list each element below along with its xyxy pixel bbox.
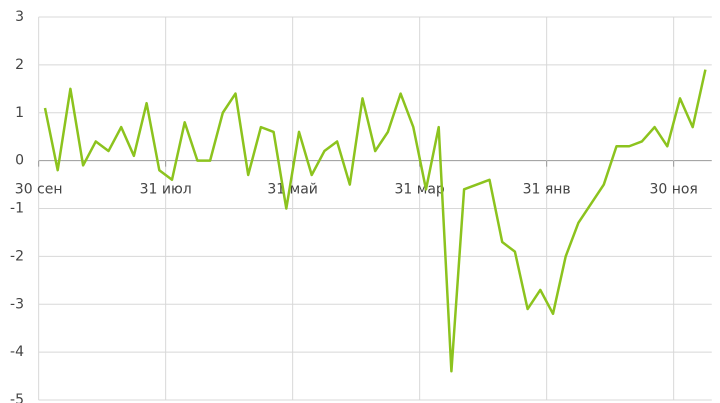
- x-tick-label: 31 янв: [523, 182, 571, 198]
- y-tick-label: 0: [15, 153, 24, 169]
- y-tick-label: -5: [10, 392, 24, 403]
- x-tick-label: 31 мар: [395, 182, 445, 198]
- y-tick-label: -2: [10, 248, 24, 264]
- y-tick-label: 3: [15, 9, 24, 25]
- y-tick-label: -4: [10, 344, 24, 360]
- x-tick-label: 31 май: [267, 182, 318, 198]
- x-tick-label: 30 сен: [15, 182, 63, 198]
- data-line: [43, 69, 707, 373]
- y-tick-label: -3: [10, 296, 24, 312]
- x-tick-label: 30 ноя: [649, 182, 697, 198]
- x-tick-label: 31 июл: [140, 182, 192, 198]
- y-tick-label: -1: [10, 201, 24, 217]
- y-tick-label: 2: [15, 57, 24, 73]
- y-tick-label: 1: [15, 105, 24, 121]
